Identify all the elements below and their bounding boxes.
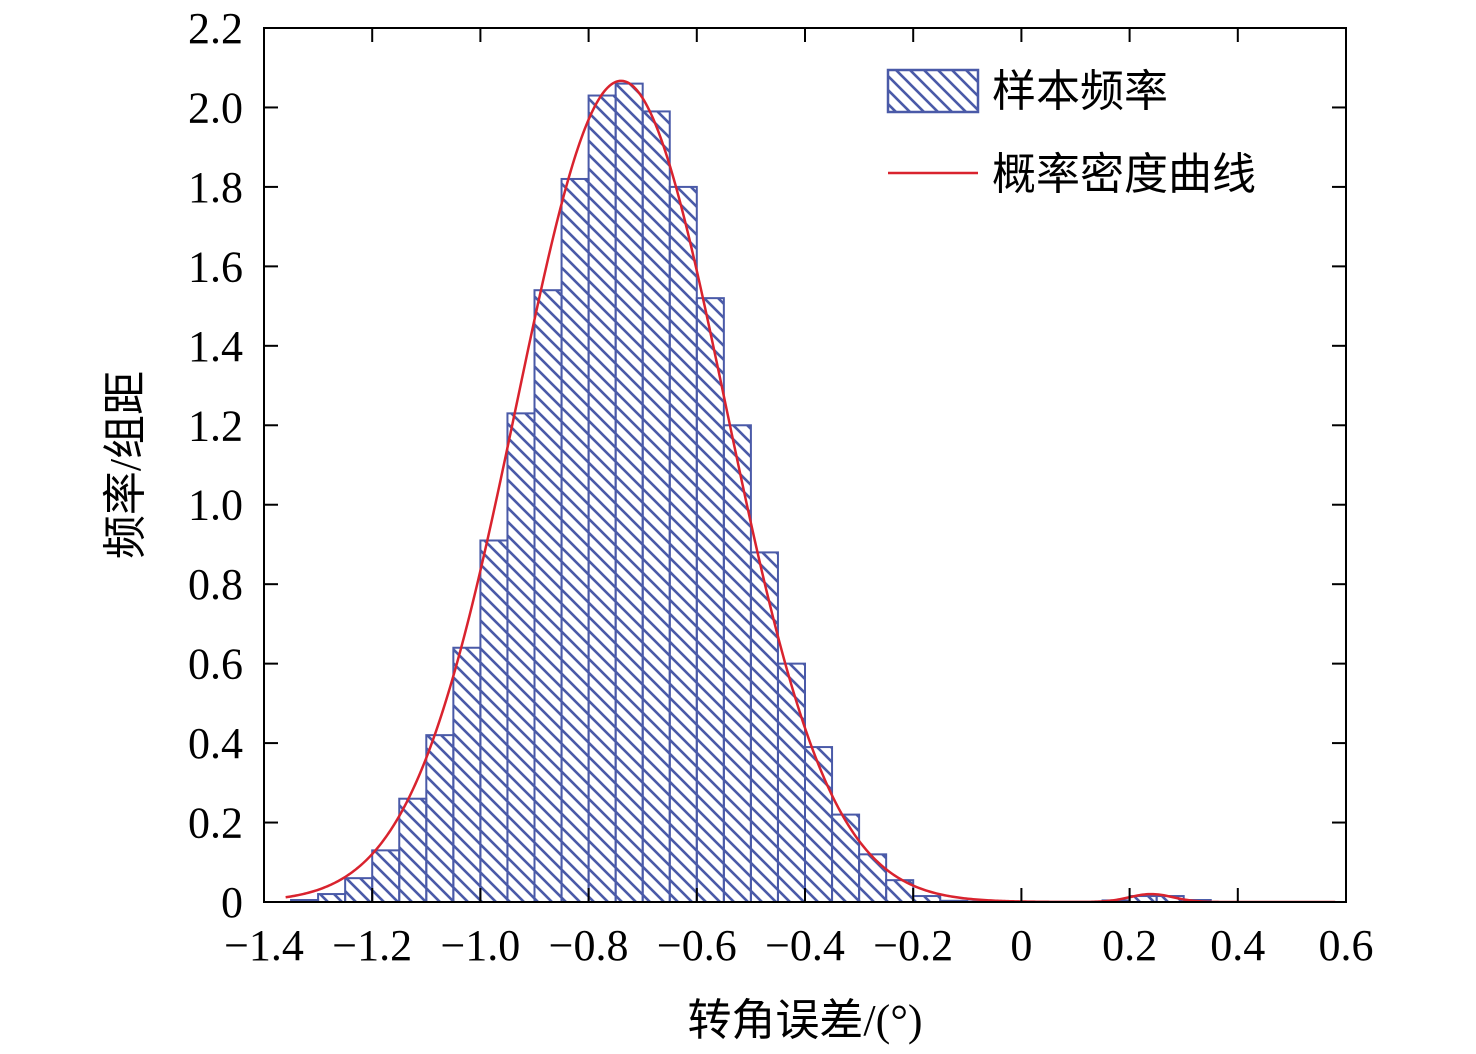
y-tick-label: 2.2 xyxy=(188,4,243,53)
histogram-bar xyxy=(344,877,374,903)
histogram-bar xyxy=(668,185,698,903)
histogram-bar xyxy=(560,177,590,904)
histogram-bar xyxy=(722,424,752,903)
histogram-bar xyxy=(587,94,617,903)
y-tick-label: 0.6 xyxy=(188,640,243,689)
histogram-bar xyxy=(641,110,671,904)
y-tick-label: 0.4 xyxy=(188,719,243,768)
histogram-bar xyxy=(749,551,779,904)
x-tick-label: 0.6 xyxy=(1319,921,1374,970)
histogram-bar xyxy=(533,289,563,903)
histogram-bar xyxy=(317,893,347,904)
density-curve xyxy=(285,79,1336,902)
histogram-bar xyxy=(398,797,428,904)
legend-swatch-histogram xyxy=(886,68,980,114)
histogram-bar xyxy=(452,646,482,904)
x-tick-label: 0.4 xyxy=(1210,921,1265,970)
density-curve-layer xyxy=(285,79,1336,902)
legend-label-curve: 概率密度曲线 xyxy=(992,150,1256,199)
histogram-bar xyxy=(371,849,401,904)
y-tick-label: 2.0 xyxy=(188,83,243,132)
y-tick-label: 1.2 xyxy=(188,401,243,450)
x-tick-label: −0.6 xyxy=(657,921,737,970)
x-tick-label: −0.2 xyxy=(873,921,953,970)
y-tick-label: 0 xyxy=(221,878,243,927)
histogram-bar xyxy=(695,297,725,903)
x-axis-title: 转角误差/(°) xyxy=(687,996,922,1045)
x-tick-label: −1.0 xyxy=(440,921,520,970)
y-tick-label: 0.2 xyxy=(188,799,243,848)
histogram-bars xyxy=(290,82,1212,904)
x-tick-label: −1.2 xyxy=(332,921,412,970)
legend: 样本频率 概率密度曲线 xyxy=(886,67,1256,199)
x-tick-label: 0 xyxy=(1010,921,1032,970)
histogram-bar xyxy=(506,412,536,903)
x-axis: −1.4 −1.2 −1.0 −0.8 −0.6 −0.4 −0.2 0 0.2 0.4 0.6 xyxy=(224,28,1374,970)
histogram-bar xyxy=(804,746,834,904)
legend-label-histogram: 样本频率 xyxy=(992,67,1168,116)
y-axis-title: 频率/组距 xyxy=(101,371,150,559)
y-tick-label: 1.4 xyxy=(188,322,243,371)
x-tick-label: −0.8 xyxy=(549,921,629,970)
histogram-bar xyxy=(614,82,644,904)
y-tick-label: 0.8 xyxy=(188,560,243,609)
histogram-bar xyxy=(858,853,888,903)
histogram-bar xyxy=(425,734,455,903)
x-tick-label: −0.4 xyxy=(765,921,845,970)
x-tick-label: 0.2 xyxy=(1102,921,1157,970)
y-axis: 0 0.2 0.4 0.6 0.8 1.0 1.2 1.4 1.6 1.8 2.0 2.2 xyxy=(188,4,1346,927)
histogram-bar xyxy=(776,662,807,903)
histogram-bar xyxy=(479,539,509,903)
y-tick-label: 1.6 xyxy=(188,242,243,291)
y-tick-label: 1.0 xyxy=(188,481,243,530)
y-tick-label: 1.8 xyxy=(188,163,243,212)
x-tick-label: −1.4 xyxy=(224,921,304,970)
histogram-bar xyxy=(831,813,861,903)
